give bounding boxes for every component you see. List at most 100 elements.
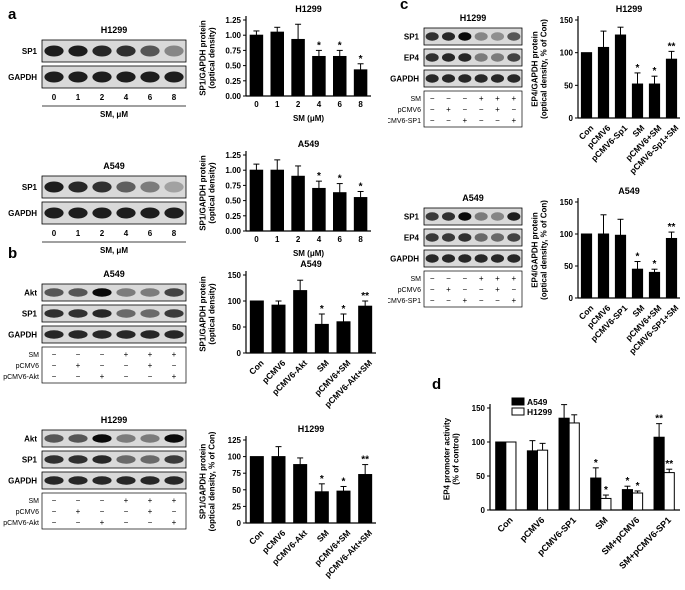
western-blot-a1: H1299 SP1 GAPDH 0 1 2 4 6 8 SM, μM	[8, 25, 187, 119]
bar	[249, 169, 264, 232]
bar	[648, 271, 661, 299]
treatment-mark: −	[462, 274, 467, 283]
x-tick-label: 0	[254, 235, 259, 244]
blot-band	[425, 254, 439, 263]
y-axis-label: (% of control)	[452, 433, 461, 485]
blot-band	[441, 32, 456, 41]
blot-band	[92, 45, 112, 57]
x-tick-label: 0	[254, 100, 259, 109]
treatment-label: SM	[29, 352, 40, 359]
blot-band	[116, 181, 136, 193]
treatment-mark: +	[100, 518, 105, 527]
chart-title: H1299	[295, 4, 322, 14]
blot-band	[92, 181, 112, 193]
treatment-mark: −	[430, 94, 435, 103]
blot-membrane	[423, 228, 523, 247]
blot-membrane	[423, 249, 523, 268]
y-axis-label: SP1/GAPDH protein	[199, 20, 208, 96]
blot-band	[140, 476, 160, 485]
bar-chart-b2: H1299 0 25 50 75 100 125 SP1/GAPDH protein (opti…	[199, 424, 376, 580]
blot-band	[441, 53, 456, 62]
blot-band	[164, 181, 184, 193]
blot-row-label: GAPDH	[8, 73, 37, 82]
western-blot-c2: A549 SP1 EP4 GAPDH SM − − − + + + pCMV6 − + − − + − pCMV6-…	[388, 193, 523, 308]
y-tick-label: 1.00	[225, 166, 241, 175]
significance-mark: *	[317, 40, 321, 51]
bar	[665, 58, 678, 119]
significance-mark: *	[359, 54, 363, 65]
y-tick-label: 0	[237, 519, 242, 528]
blot-band	[490, 212, 505, 221]
blot-band	[458, 53, 472, 62]
blot-band	[44, 181, 64, 193]
treatment-mark: −	[462, 105, 467, 114]
treatment-mark: −	[100, 496, 105, 505]
bar	[663, 472, 675, 511]
blot-band	[164, 71, 184, 83]
treatment-mark: −	[100, 350, 105, 359]
y-tick-label: 100	[560, 49, 574, 58]
y-axis-label: SP1/GAPDH protein	[199, 155, 208, 231]
bar	[353, 197, 368, 232]
blot-band	[44, 476, 64, 485]
significance-mark: *	[317, 171, 321, 182]
legend-label: A549	[527, 397, 548, 407]
significance-mark: *	[320, 474, 324, 485]
x-tick-label: 4	[317, 100, 322, 109]
blot-band	[474, 74, 488, 83]
blot-row-label: EP4	[404, 234, 420, 243]
treatment-mark: +	[511, 116, 516, 125]
blot-band	[425, 32, 439, 41]
blot-row-label: Akt	[24, 289, 37, 298]
treatment-mark: −	[462, 94, 467, 103]
blot-footer: SM, μM	[100, 246, 128, 255]
blot-band	[44, 455, 64, 464]
blot-band	[68, 309, 88, 318]
lane-label: 8	[172, 93, 177, 102]
western-blot-c1: H1299 SP1 EP4 GAPDH SM − − − + + + pCMV6 − + − − + − pCMV6…	[388, 13, 523, 128]
treatment-mark: −	[124, 507, 129, 516]
bar	[648, 83, 661, 119]
treatment-box	[423, 270, 523, 308]
treatment-mark: −	[446, 296, 451, 305]
blot-title: H1299	[101, 25, 128, 35]
blot-band	[458, 32, 472, 41]
treatment-mark: +	[148, 507, 153, 516]
blot-band	[92, 71, 112, 83]
treatment-mark: +	[495, 105, 500, 114]
bar	[336, 321, 351, 354]
significance-mark: *	[636, 481, 640, 492]
bar	[614, 234, 627, 299]
treatment-mark: +	[172, 518, 177, 527]
blot-band	[92, 476, 112, 485]
blot-band	[44, 71, 64, 83]
lane-label: 1	[76, 229, 81, 238]
y-tick-label: 0	[569, 294, 574, 303]
blot-band	[425, 53, 439, 62]
treatment-mark: −	[124, 372, 129, 381]
blot-band	[116, 71, 136, 83]
treatment-mark: −	[52, 507, 57, 516]
treatment-mark: +	[479, 274, 484, 283]
blot-band	[164, 288, 184, 297]
significance-mark: **	[361, 455, 369, 466]
bar	[621, 489, 634, 511]
legend-swatch	[511, 407, 525, 416]
blot-band	[92, 309, 112, 318]
treatment-mark: −	[172, 507, 177, 516]
treatment-mark: +	[76, 507, 81, 516]
treatment-mark: −	[430, 105, 435, 114]
significance-mark: *	[604, 485, 608, 496]
y-tick-label: 150	[560, 16, 574, 25]
blot-row-label: SP1	[22, 183, 38, 192]
bar	[312, 187, 326, 232]
y-axis-label: (optical density, % of Con)	[540, 19, 549, 119]
y-axis-label: SP1/GAPDH protein	[199, 444, 208, 520]
treatment-mark: −	[495, 296, 500, 305]
blot-band	[140, 71, 160, 83]
blot-band	[507, 32, 521, 41]
blot-row-label: GAPDH	[390, 75, 419, 84]
treatment-mark: −	[495, 116, 500, 125]
treatment-mark: +	[446, 285, 451, 294]
x-tick-label: 1	[275, 100, 280, 109]
